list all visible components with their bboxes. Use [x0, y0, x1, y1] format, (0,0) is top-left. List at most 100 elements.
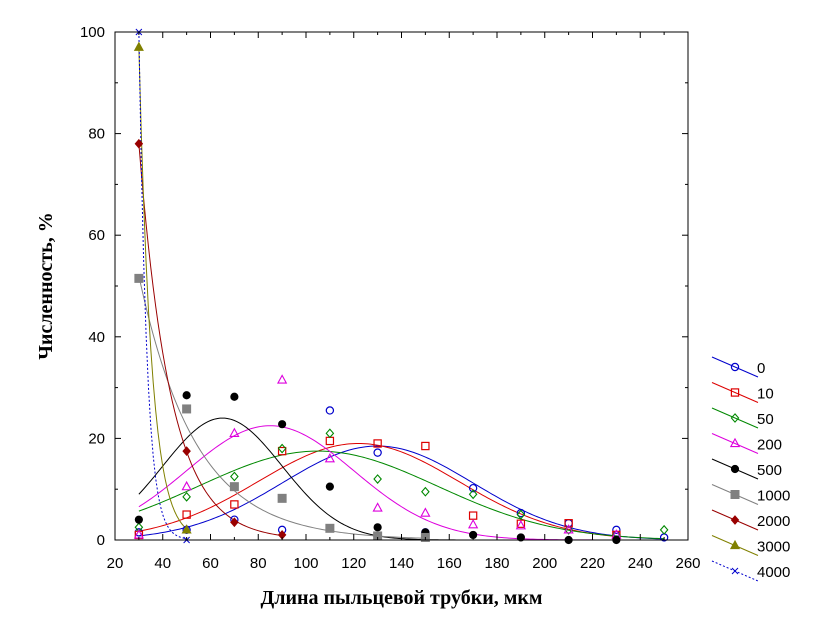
data-point-200: [324, 452, 336, 463]
y-axis-title: Численность, %: [35, 212, 57, 360]
data-point-200: [467, 519, 479, 529]
data-point-200: [420, 507, 431, 517]
legend-marker-4000: [731, 567, 739, 575]
legend-label-200: 200: [757, 437, 782, 454]
y-tick-label: 40: [88, 329, 105, 346]
legend-label-500: 500: [757, 462, 782, 479]
data-point-50: [516, 509, 526, 520]
legend-line-10: [711, 382, 759, 403]
data-point-10: [182, 510, 191, 519]
data-point-200: [276, 374, 288, 384]
legend-label-4000: 4000: [757, 564, 790, 581]
legend-line-50: [711, 407, 759, 429]
x-tick-label: 40: [154, 555, 171, 572]
legend-marker-1000: [730, 490, 740, 499]
legend-marker-3000: [729, 539, 741, 550]
y-tick-label: 20: [88, 430, 105, 447]
legend-label-1000: 1000: [757, 488, 790, 505]
data-point-50: [373, 474, 382, 484]
data-point-200: [181, 480, 192, 491]
x-tick-label: 180: [484, 555, 509, 572]
fit-curve-10: [138, 442, 617, 537]
legend-marker-2000: [730, 515, 740, 525]
data-point-500: [325, 482, 334, 491]
x-axis-title: Длина пыльцевой трубки, мкм: [260, 587, 542, 609]
y-tick-label: 0: [97, 532, 105, 549]
x-tick-label: 200: [532, 555, 557, 572]
data-point-50: [468, 489, 478, 500]
data-point-0: [516, 508, 526, 518]
x-tick-label: 20: [107, 555, 124, 572]
data-point-0: [468, 483, 478, 493]
x-tick-label: 100: [293, 555, 318, 572]
data-point-200: [515, 520, 527, 530]
data-point-2000: [230, 517, 239, 528]
data-point-50: [325, 428, 335, 439]
data-point-1000: [229, 482, 239, 492]
fit-curve-50: [138, 450, 665, 540]
legend-marker-200: [729, 437, 741, 448]
data-point-200: [229, 427, 240, 437]
data-point-1000: [325, 523, 335, 533]
legend-label-0: 0: [757, 360, 765, 377]
data-point-10: [564, 519, 573, 528]
x-tick-label: 220: [580, 555, 605, 572]
legend-line-0: [711, 356, 759, 378]
legend-label-3000: 3000: [757, 539, 790, 556]
data-point-500: [182, 391, 191, 400]
y-axis-ticks: 0 20 40 60 80 100: [80, 24, 688, 549]
data-point-1000: [182, 404, 192, 414]
data-point-10: [230, 500, 239, 509]
legend-marker-500: [730, 464, 740, 474]
data-point-3000: [181, 524, 192, 534]
legend-label-2000: 2000: [757, 513, 790, 530]
legend: 0 10 50 200 500 1000 2000 3000 4000: [711, 356, 790, 582]
data-point-50: [659, 524, 669, 535]
data-point-50: [277, 443, 287, 454]
data-point-50: [182, 491, 191, 502]
x-tick-label: 80: [250, 555, 267, 572]
x-tick-label: 60: [202, 555, 219, 572]
data-point-50: [564, 524, 573, 535]
data-point-50: [421, 486, 430, 497]
data-point-0: [612, 525, 621, 535]
y-tick-label: 60: [88, 227, 105, 244]
x-tick-label: 240: [628, 555, 653, 572]
data-point-500: [230, 392, 239, 401]
x-axis-ticks: 20 40 60 80 100 120 140 160 180 200 220 240 260: [107, 32, 701, 572]
data-point-2000: [134, 138, 144, 149]
data-point-50: [230, 471, 239, 482]
y-tick-label: 100: [80, 24, 105, 41]
fit-curve-2000: [138, 143, 283, 537]
legend-marker-10: [730, 388, 740, 397]
legend-marker-0: [730, 362, 740, 372]
legend-marker-50: [730, 413, 740, 423]
data-point-1000: [134, 273, 144, 283]
data-point-0: [325, 406, 335, 415]
data-point-3000: [133, 41, 144, 51]
data-point-200: [563, 524, 574, 534]
fit-curve-0: [138, 445, 665, 540]
legend-label-10: 10: [757, 386, 774, 403]
x-tick-label: 140: [389, 555, 414, 572]
data-point-500: [134, 515, 143, 524]
legend-label-50: 50: [757, 411, 774, 428]
data-point-10: [373, 439, 382, 448]
cross-stroke: [731, 567, 739, 575]
data-point-500: [373, 523, 382, 532]
data-point-1000: [277, 493, 287, 503]
data-point-200: [372, 502, 383, 512]
x-tick-label: 160: [437, 555, 462, 572]
data-point-10: [277, 446, 287, 456]
y-tick-label: 80: [88, 126, 105, 143]
data-point-10: [421, 441, 430, 451]
data-point-500: [278, 420, 287, 429]
x-tick-label: 260: [675, 555, 700, 572]
fit-curve-3000: [138, 47, 187, 530]
fit-curve-200: [138, 425, 617, 540]
x-tick-label: 120: [341, 555, 366, 572]
data-point-2000: [182, 446, 191, 456]
legend-line-200: [711, 433, 759, 454]
